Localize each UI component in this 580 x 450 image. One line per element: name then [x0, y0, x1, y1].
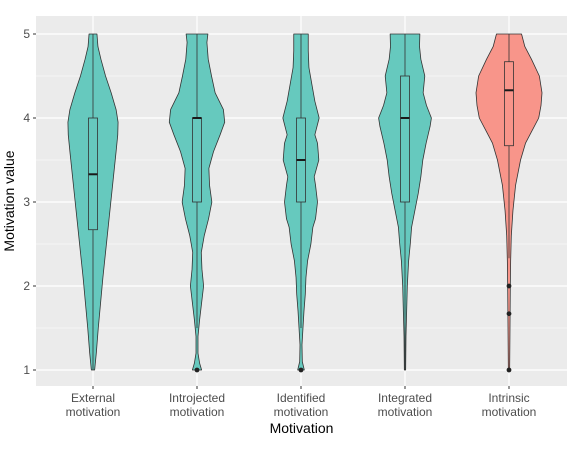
x-axis: ExternalmotivationIntrojectedmotivationI…	[66, 386, 537, 419]
box	[504, 61, 514, 147]
x-tick-label: motivation	[274, 405, 329, 419]
x-tick-label: motivation	[66, 405, 121, 419]
x-tick-label: Intrinsic	[488, 391, 529, 405]
outlier-point	[506, 283, 512, 289]
violin-external	[67, 33, 119, 371]
x-tick-label: motivation	[170, 405, 225, 419]
x-tick-label: Integrated	[378, 391, 432, 405]
x-tick-label: Identified	[277, 391, 326, 405]
x-tick-label: motivation	[378, 405, 433, 419]
box	[192, 117, 202, 203]
x-tick-label: External	[71, 391, 115, 405]
outlier-point	[194, 367, 200, 373]
violin-intrinsic	[475, 33, 543, 373]
violin-introjected	[168, 33, 226, 373]
y-tick-label: 4	[23, 111, 30, 125]
violin-integrated	[378, 33, 432, 371]
outlier-point	[506, 311, 512, 317]
y-axis-title: Motivation value	[1, 150, 17, 251]
outlier-point	[298, 367, 304, 373]
y-axis: 1 2 3 4 5	[23, 27, 36, 377]
violins-group	[67, 33, 543, 373]
box	[400, 75, 410, 203]
y-tick-label: 5	[23, 27, 30, 41]
x-tick-label: motivation	[482, 405, 537, 419]
y-tick-label: 1	[23, 363, 30, 377]
y-tick-label: 3	[23, 195, 30, 209]
x-axis-title: Motivation	[270, 420, 334, 436]
x-tick-label: Introjected	[169, 391, 225, 405]
violin-identified	[282, 33, 320, 373]
outlier-point	[506, 367, 512, 373]
y-tick-label: 2	[23, 279, 30, 293]
